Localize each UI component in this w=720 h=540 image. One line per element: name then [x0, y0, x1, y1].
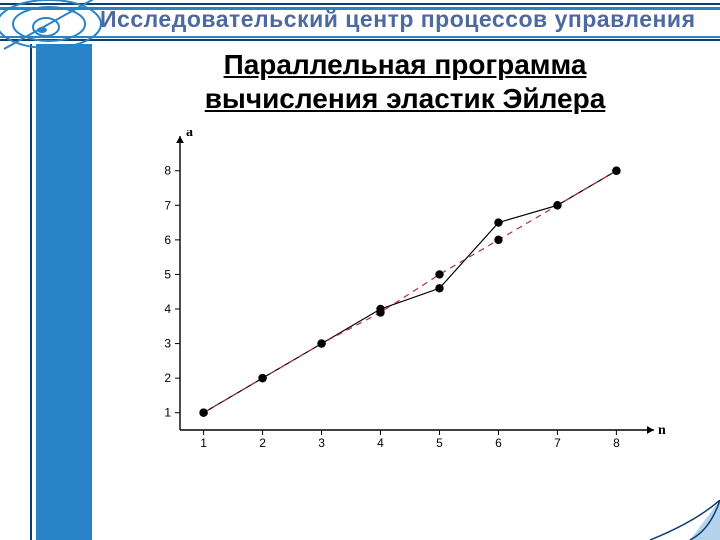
svg-text:6: 6	[495, 436, 502, 450]
svg-text:3: 3	[318, 436, 325, 450]
logo-icon	[0, 0, 124, 64]
svg-text:5: 5	[164, 267, 171, 281]
title-line1: Параллельная программа	[224, 49, 587, 80]
svg-text:a: a	[186, 130, 193, 140]
svg-text:1: 1	[200, 436, 207, 450]
svg-text:8: 8	[613, 436, 620, 450]
svg-text:4: 4	[377, 436, 384, 450]
slide: Исследовательский центр процессов управл…	[0, 0, 720, 540]
svg-text:2: 2	[259, 436, 266, 450]
svg-text:8: 8	[164, 164, 171, 178]
svg-text:3: 3	[164, 337, 171, 351]
chart-svg: a n 1 2 3 4 5 6 7 8 1 2 3 4 5 6 7 8	[110, 130, 670, 470]
svg-text:n: n	[658, 423, 666, 438]
svg-text:7: 7	[164, 198, 171, 212]
side-bar	[36, 44, 92, 540]
chart: a n 1 2 3 4 5 6 7 8 1 2 3 4 5 6 7 8	[110, 130, 670, 470]
svg-text:1: 1	[164, 406, 171, 420]
header-title: Исследовательский центр процессов управл…	[100, 6, 714, 38]
side-bar-rule	[30, 44, 32, 540]
corner-fold-icon	[650, 500, 720, 540]
svg-text:7: 7	[554, 436, 561, 450]
svg-text:4: 4	[164, 302, 171, 316]
svg-text:2: 2	[164, 371, 171, 385]
svg-text:6: 6	[164, 233, 171, 247]
slide-title: Параллельная программа вычисления эласти…	[120, 48, 690, 115]
title-line2: вычисления эластик Эйлера	[205, 83, 606, 114]
svg-text:5: 5	[436, 436, 443, 450]
